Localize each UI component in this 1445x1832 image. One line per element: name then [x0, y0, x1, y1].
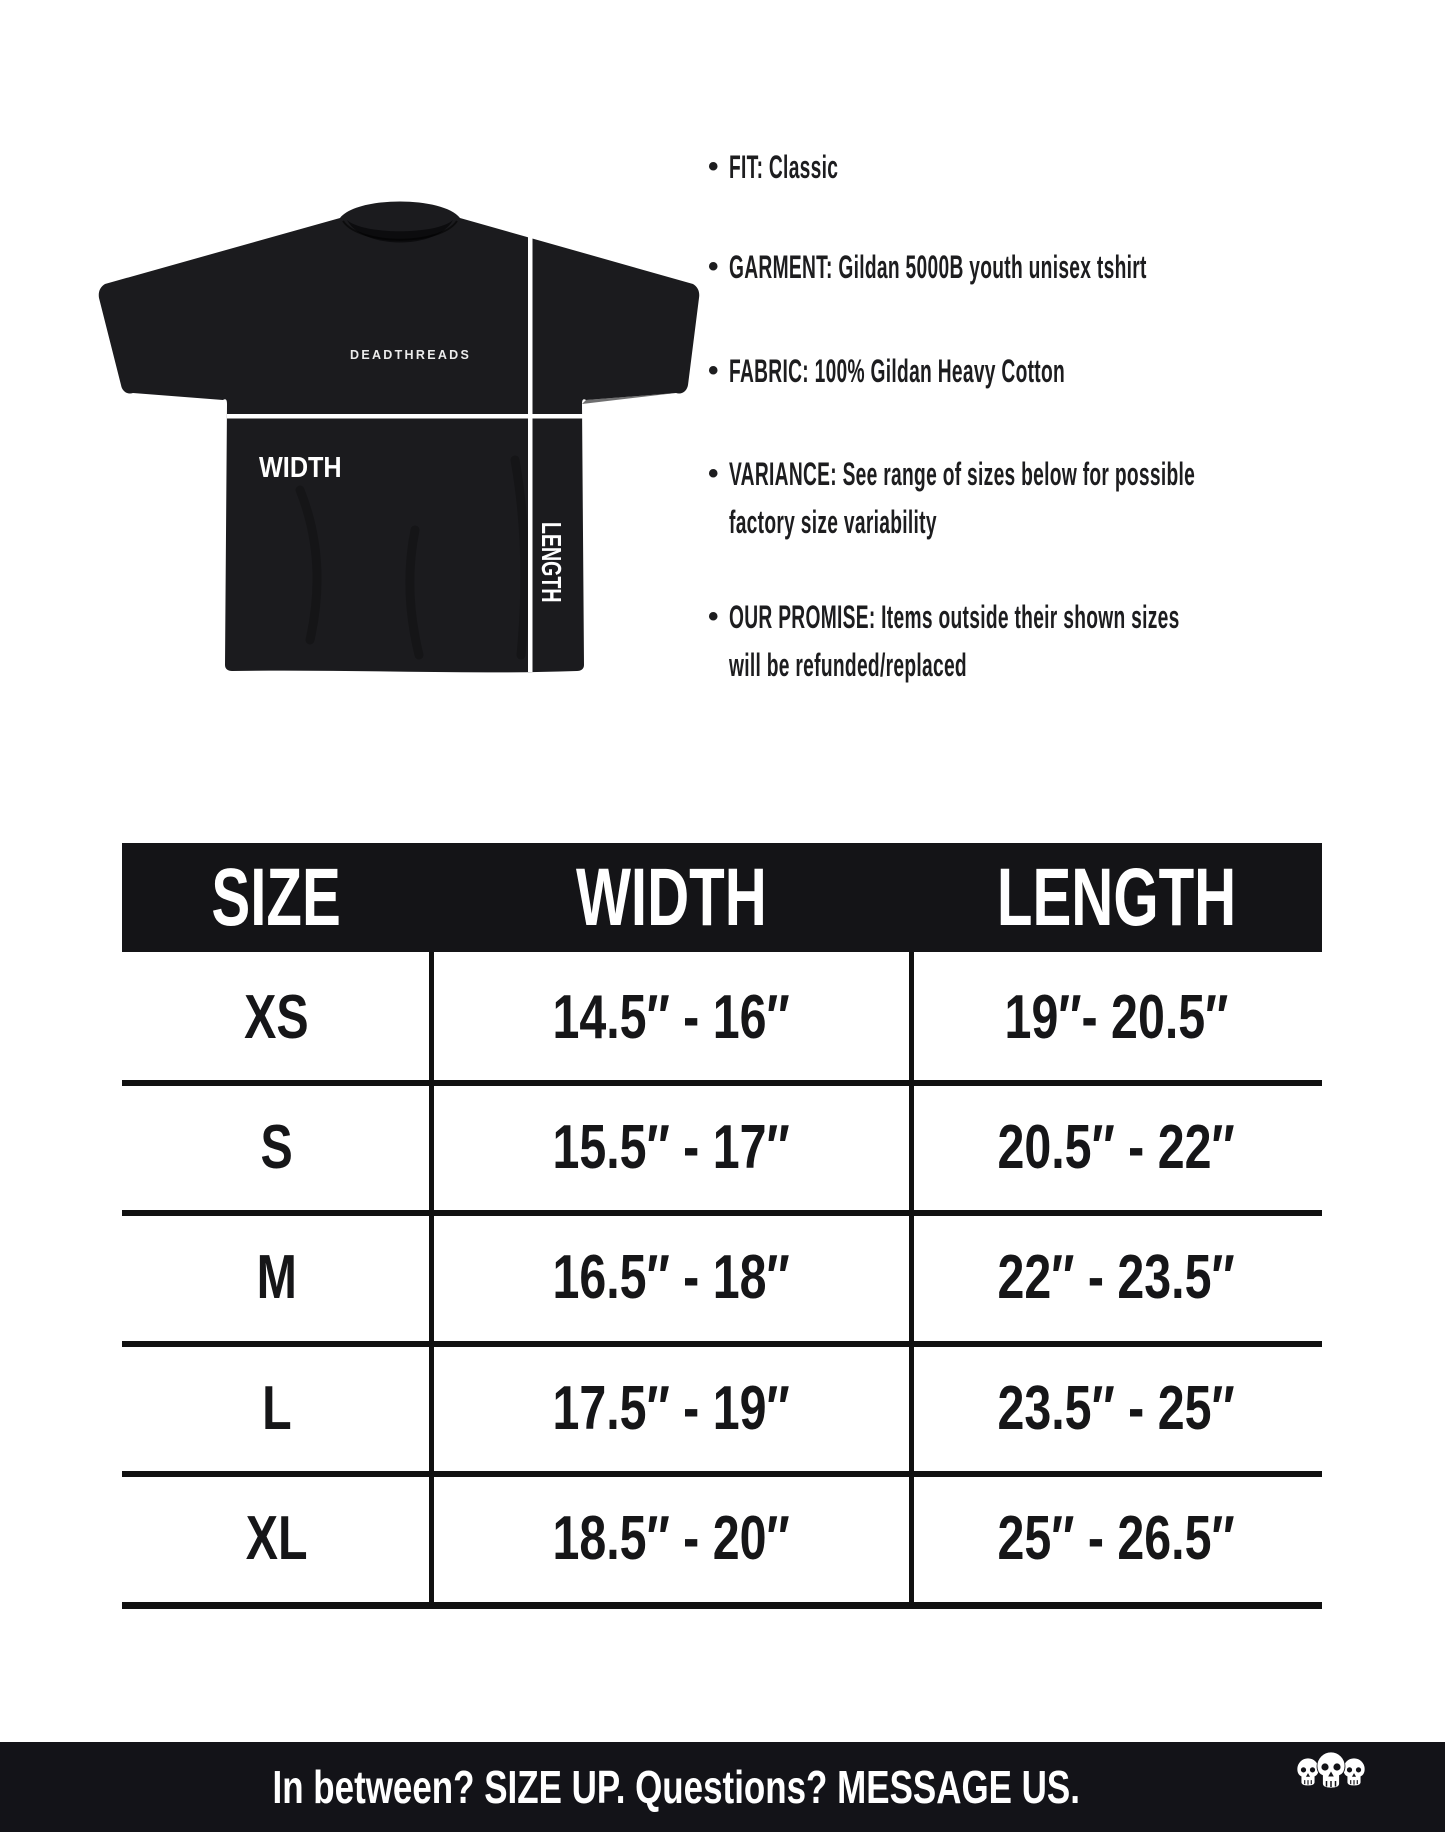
product-info-text: FABRIC: 100% Gildan Heavy Cotton	[729, 353, 1066, 389]
table-gridline	[122, 1080, 1322, 1086]
tshirt-body	[98, 201, 700, 673]
bullet-dot: •	[708, 457, 719, 490]
product-info-text: FIT: Classic	[729, 149, 839, 185]
cell-size: M	[256, 1243, 297, 1312]
table-row-xs: XS 14.5″ - 16″ 19″- 20.5″	[122, 953, 1322, 1083]
table-row-s: S 15.5″ - 17″ 20.5″ - 22″	[122, 1083, 1322, 1213]
skull-right	[1343, 1758, 1365, 1786]
skull-center	[1316, 1751, 1346, 1789]
shirt-length-label: LENGTH	[535, 522, 566, 603]
cell-width: 15.5″ - 17″	[552, 1113, 790, 1182]
three-skulls-logo-icon	[1297, 1751, 1365, 1789]
cell-length: 23.5″ - 25″	[997, 1374, 1236, 1443]
column-header-width: WIDTH	[575, 851, 767, 943]
size-table: SIZE WIDTH LENGTH XS 14.5″ - 16″ 19″- 20…	[122, 843, 1322, 1609]
table-gridline	[122, 1602, 1322, 1609]
cell-size: XS	[244, 983, 309, 1052]
bullet-dot: •	[708, 250, 719, 283]
bullet-dot: •	[708, 150, 719, 183]
table-gridline	[122, 1341, 1322, 1347]
table-row-xl: XL 18.5″ - 20″ 25″ - 26.5″	[122, 1474, 1322, 1604]
cell-width: 18.5″ - 20″	[552, 1504, 790, 1573]
table-row-l: L 17.5″ - 19″ 23.5″ - 25″	[122, 1344, 1322, 1474]
cell-width: 14.5″ - 16″	[552, 983, 790, 1052]
product-info-text: GARMENT: Gildan 5000B youth unisex tshir…	[729, 249, 1147, 285]
table-gridline	[122, 1471, 1322, 1477]
cell-width: 17.5″ - 19″	[552, 1374, 790, 1443]
footer-bar: In between? SIZE UP. Questions? MESSAGE …	[0, 1742, 1445, 1832]
column-header-length: LENGTH	[996, 851, 1237, 943]
cell-width: 16.5″ - 18″	[552, 1243, 790, 1312]
table-gridline	[122, 1210, 1322, 1216]
cell-size: XL	[245, 1504, 308, 1573]
length-measure-line	[528, 226, 533, 672]
footer-message: In between? SIZE UP. Questions? MESSAGE …	[0, 1742, 1352, 1832]
bullet-dot: •	[708, 354, 719, 387]
cell-length: 20.5″ - 22″	[997, 1113, 1236, 1182]
tshirt-wrinkle	[295, 455, 530, 660]
cell-length: 25″ - 26.5″	[997, 1504, 1236, 1573]
bullet-dot: •	[708, 600, 719, 633]
product-info-text: VARIANCE: See range of sizes below for p…	[729, 456, 1196, 540]
tshirt-shading	[582, 393, 676, 404]
shirt-brand-text: DEADTHREADS	[350, 348, 471, 362]
width-measure-line	[227, 414, 588, 419]
cell-length: 19″- 20.5″	[1004, 983, 1229, 1052]
tshirt-image: DEADTHREADS WIDTH LENGTH	[98, 201, 700, 673]
tshirt-collar-seam	[342, 220, 458, 241]
product-info-text: OUR PROMISE: Items outside their shown s…	[729, 599, 1180, 683]
shirt-width-label: WIDTH	[259, 450, 342, 483]
cell-length: 22″ - 23.5″	[997, 1243, 1236, 1312]
table-gridline	[909, 952, 914, 1607]
skull-left	[1297, 1758, 1319, 1786]
cell-size: S	[260, 1113, 293, 1182]
footer-message-text: In between? SIZE UP. Questions? MESSAGE …	[272, 1761, 1080, 1813]
table-gridline	[429, 952, 434, 1607]
table-row-m: M 16.5″ - 18″ 22″ - 23.5″	[122, 1213, 1322, 1343]
column-header-size: SIZE	[211, 851, 342, 943]
size-table-header: SIZE WIDTH LENGTH	[122, 843, 1322, 952]
cell-size: L	[261, 1374, 292, 1443]
